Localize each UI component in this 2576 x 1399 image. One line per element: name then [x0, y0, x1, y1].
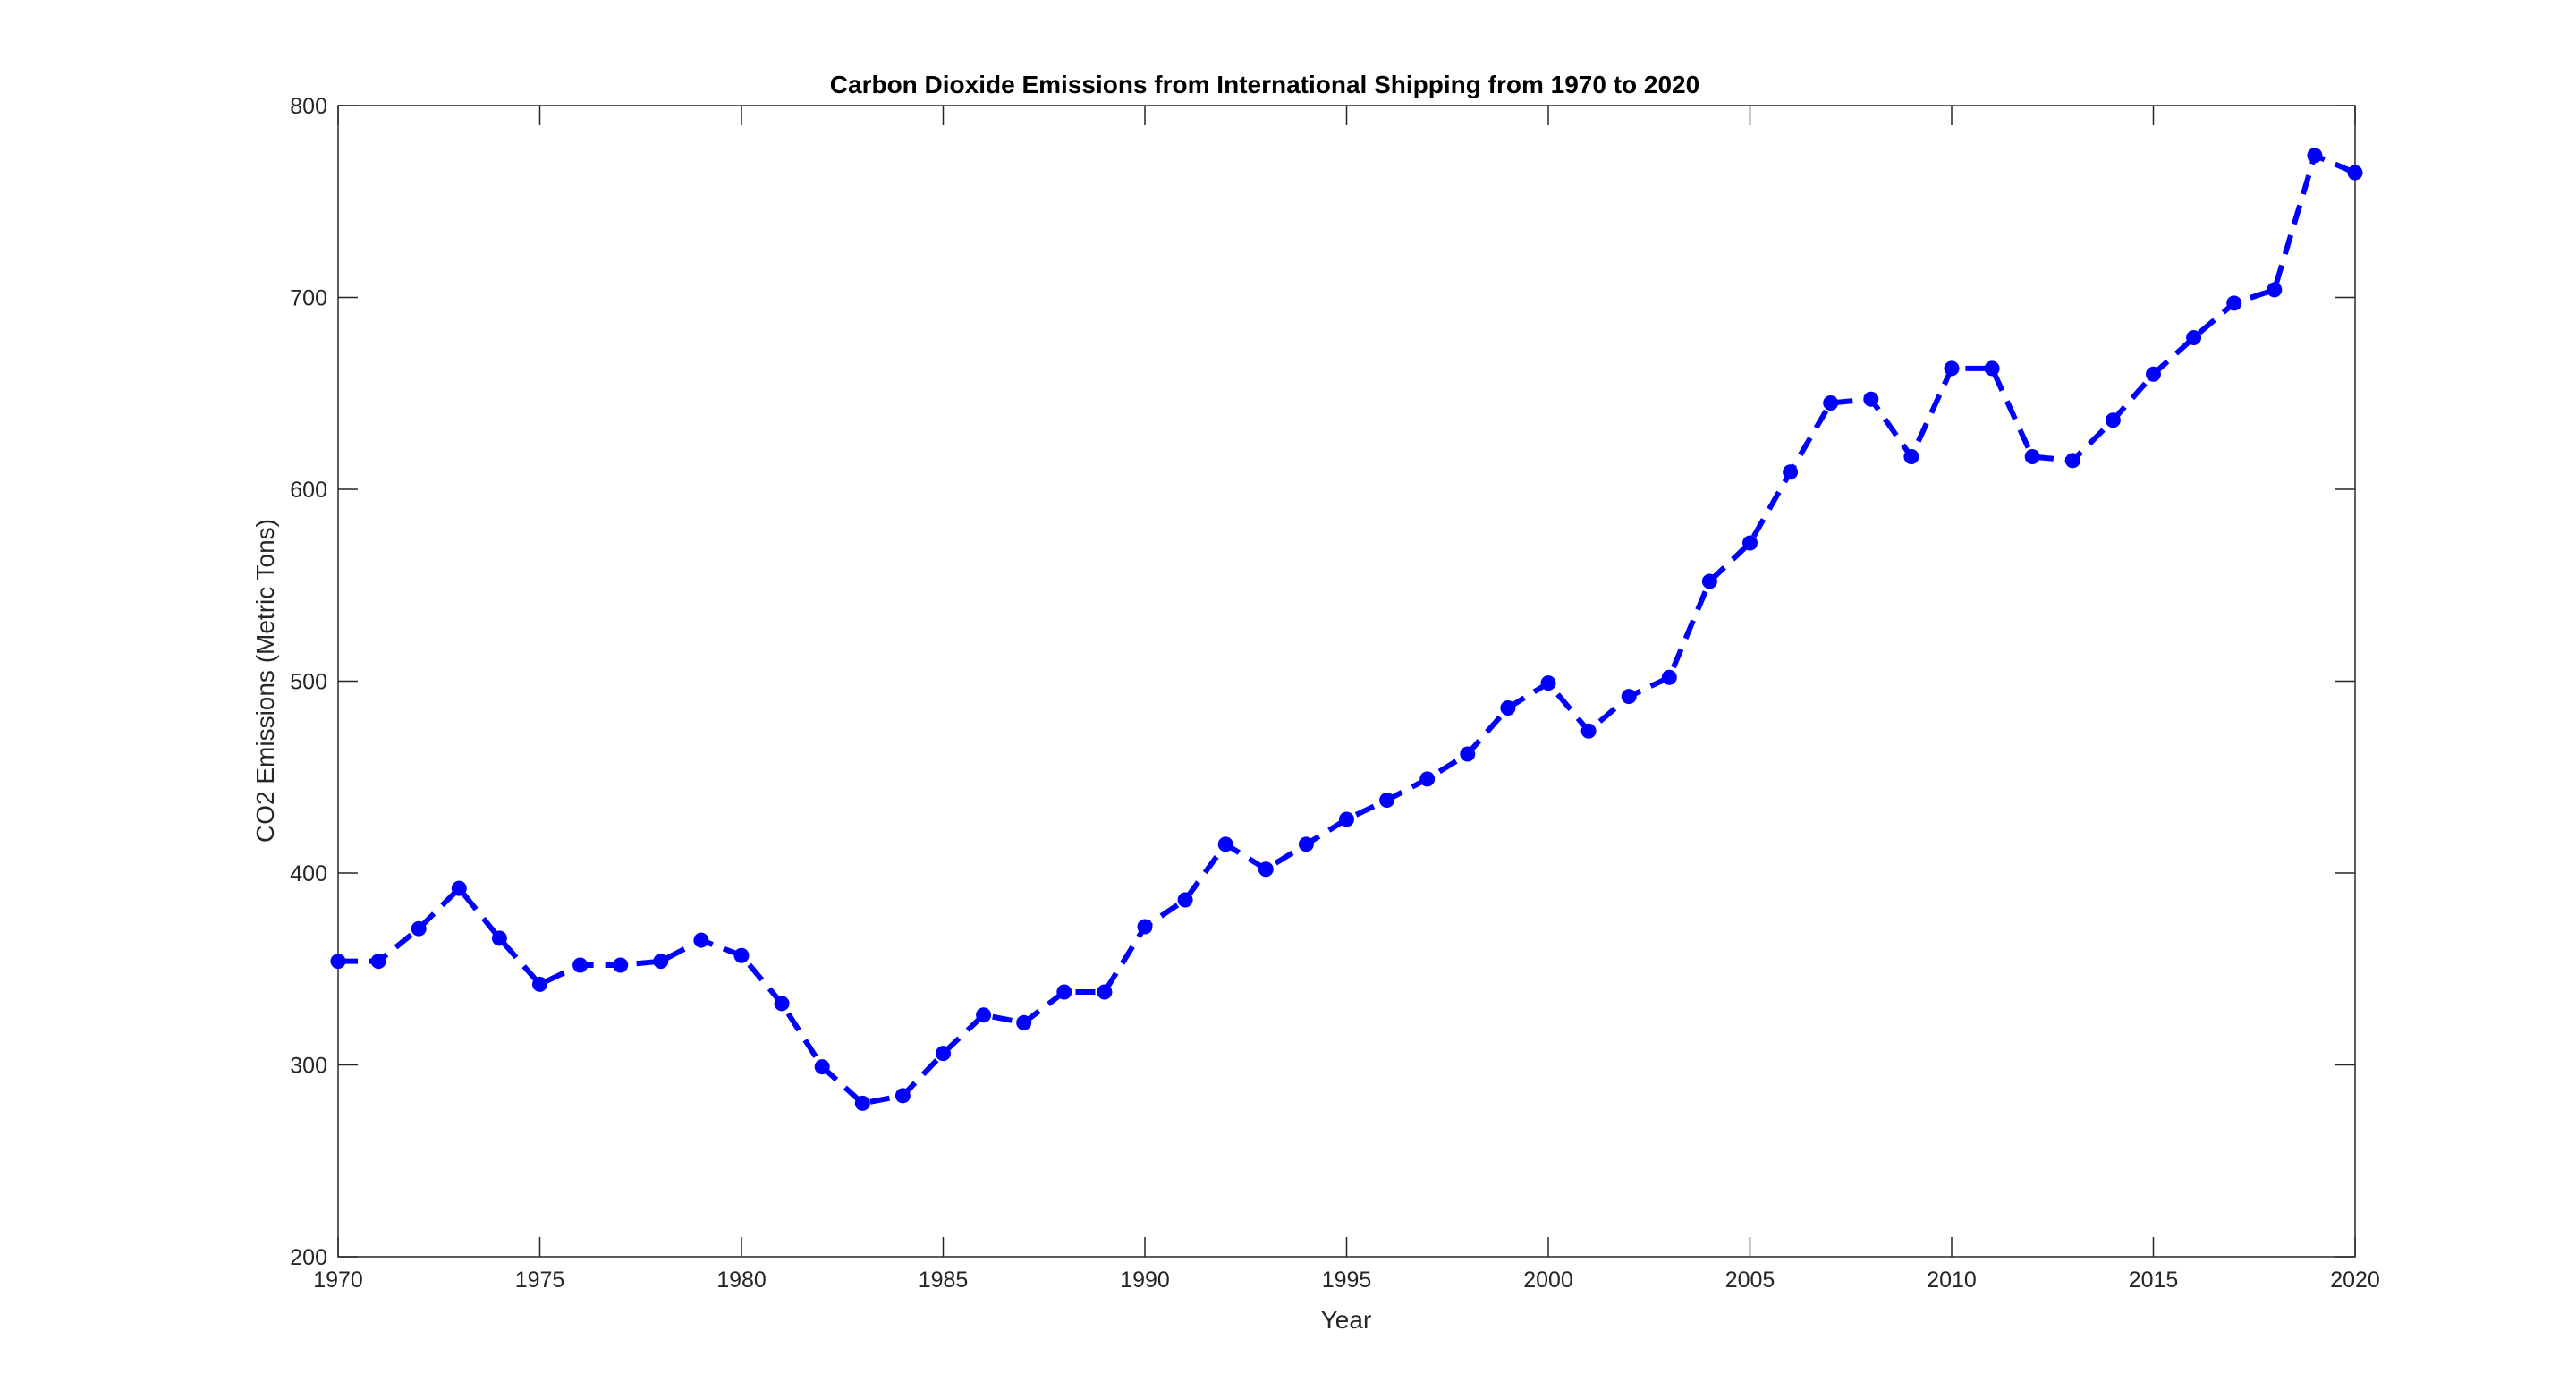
- x-tick-label: 1985: [919, 1268, 969, 1293]
- data-point-1990: [1137, 919, 1153, 935]
- y-tick-label: 600: [290, 478, 327, 503]
- data-point-2010: [1944, 360, 1960, 377]
- data-point-1995: [1339, 811, 1354, 827]
- y-tick-label: 300: [290, 1054, 327, 1079]
- data-point-2000: [1540, 675, 1556, 691]
- x-tick-label: 1975: [515, 1268, 565, 1293]
- x-tick-label: 2015: [2129, 1268, 2179, 1293]
- data-point-2002: [1621, 689, 1637, 705]
- x-axis-label: Year: [1321, 1306, 1372, 1334]
- data-point-1977: [613, 957, 629, 973]
- data-point-1998: [1460, 746, 1476, 762]
- data-point-1970: [330, 954, 346, 970]
- y-tick-label: 500: [290, 670, 327, 695]
- x-tick-label: 2010: [1927, 1268, 1977, 1293]
- data-point-1982: [814, 1059, 830, 1075]
- x-tick-label: 1990: [1120, 1268, 1170, 1293]
- data-point-1981: [774, 996, 790, 1012]
- data-point-1974: [491, 930, 507, 946]
- series-markers: [330, 148, 2363, 1111]
- x-tick-label: 2000: [1523, 1268, 1573, 1293]
- data-point-2012: [2024, 449, 2040, 465]
- data-point-1978: [653, 954, 669, 970]
- data-point-2007: [1823, 394, 1839, 411]
- y-axis: 200 300 400 500 600 700 800: [290, 94, 2355, 1270]
- data-point-1991: [1177, 892, 1193, 908]
- data-point-1999: [1500, 700, 1516, 716]
- data-point-1989: [1097, 984, 1113, 1000]
- data-point-1985: [936, 1046, 951, 1062]
- data-point-1992: [1217, 836, 1233, 852]
- chart-title: Carbon Dioxide Emissions from Internatio…: [830, 71, 1699, 98]
- data-point-1975: [532, 976, 547, 992]
- data-point-2006: [1783, 464, 1799, 480]
- data-point-1983: [854, 1095, 870, 1111]
- x-tick-label: 2005: [1725, 1268, 1775, 1293]
- data-point-2008: [1863, 391, 1879, 407]
- y-tick-label: 200: [290, 1245, 327, 1270]
- plot-area: [337, 105, 2356, 1258]
- data-point-2015: [2146, 366, 2161, 382]
- data-point-2005: [1742, 535, 1758, 551]
- data-point-1988: [1056, 984, 1072, 1000]
- x-tick-label: 1970: [313, 1268, 363, 1293]
- data-point-2019: [2307, 148, 2323, 164]
- data-point-2009: [1903, 449, 1919, 465]
- data-point-2013: [2064, 453, 2080, 469]
- data-point-2004: [1701, 573, 1717, 589]
- data-point-2020: [2347, 165, 2363, 181]
- data-point-2011: [1984, 360, 2000, 377]
- y-tick-label: 400: [290, 861, 327, 886]
- data-point-1994: [1298, 836, 1314, 852]
- x-tick-label: 1995: [1322, 1268, 1372, 1293]
- data-point-1980: [733, 947, 750, 963]
- data-point-2018: [2267, 282, 2283, 298]
- data-point-1973: [451, 880, 467, 896]
- data-point-2016: [2186, 330, 2202, 346]
- y-tick-label: 700: [290, 286, 327, 311]
- data-point-1993: [1258, 861, 1274, 878]
- data-point-2001: [1580, 723, 1597, 739]
- data-point-1976: [572, 957, 589, 973]
- data-point-2017: [2226, 295, 2242, 311]
- data-point-2003: [1661, 669, 1677, 685]
- data-point-1984: [894, 1088, 911, 1104]
- x-tick-label: 2020: [2330, 1268, 2380, 1293]
- data-point-1979: [693, 932, 709, 948]
- x-axis: 1970 1975 1980 1985 1990 1995 2000 2005 2010 2015…: [313, 106, 2380, 1293]
- data-point-1971: [370, 954, 386, 970]
- data-point-1972: [411, 920, 427, 937]
- y-tick-label: 800: [290, 94, 327, 119]
- data-point-1986: [976, 1007, 992, 1023]
- y-axis-label: CO2 Emissions (Metric Tons): [251, 519, 279, 843]
- data-point-1997: [1419, 771, 1436, 787]
- data-point-1996: [1379, 792, 1395, 808]
- data-point-2014: [2105, 412, 2121, 428]
- x-tick-label: 1980: [716, 1268, 767, 1293]
- series-line: [338, 152, 2357, 1106]
- data-point-1987: [1016, 1014, 1032, 1030]
